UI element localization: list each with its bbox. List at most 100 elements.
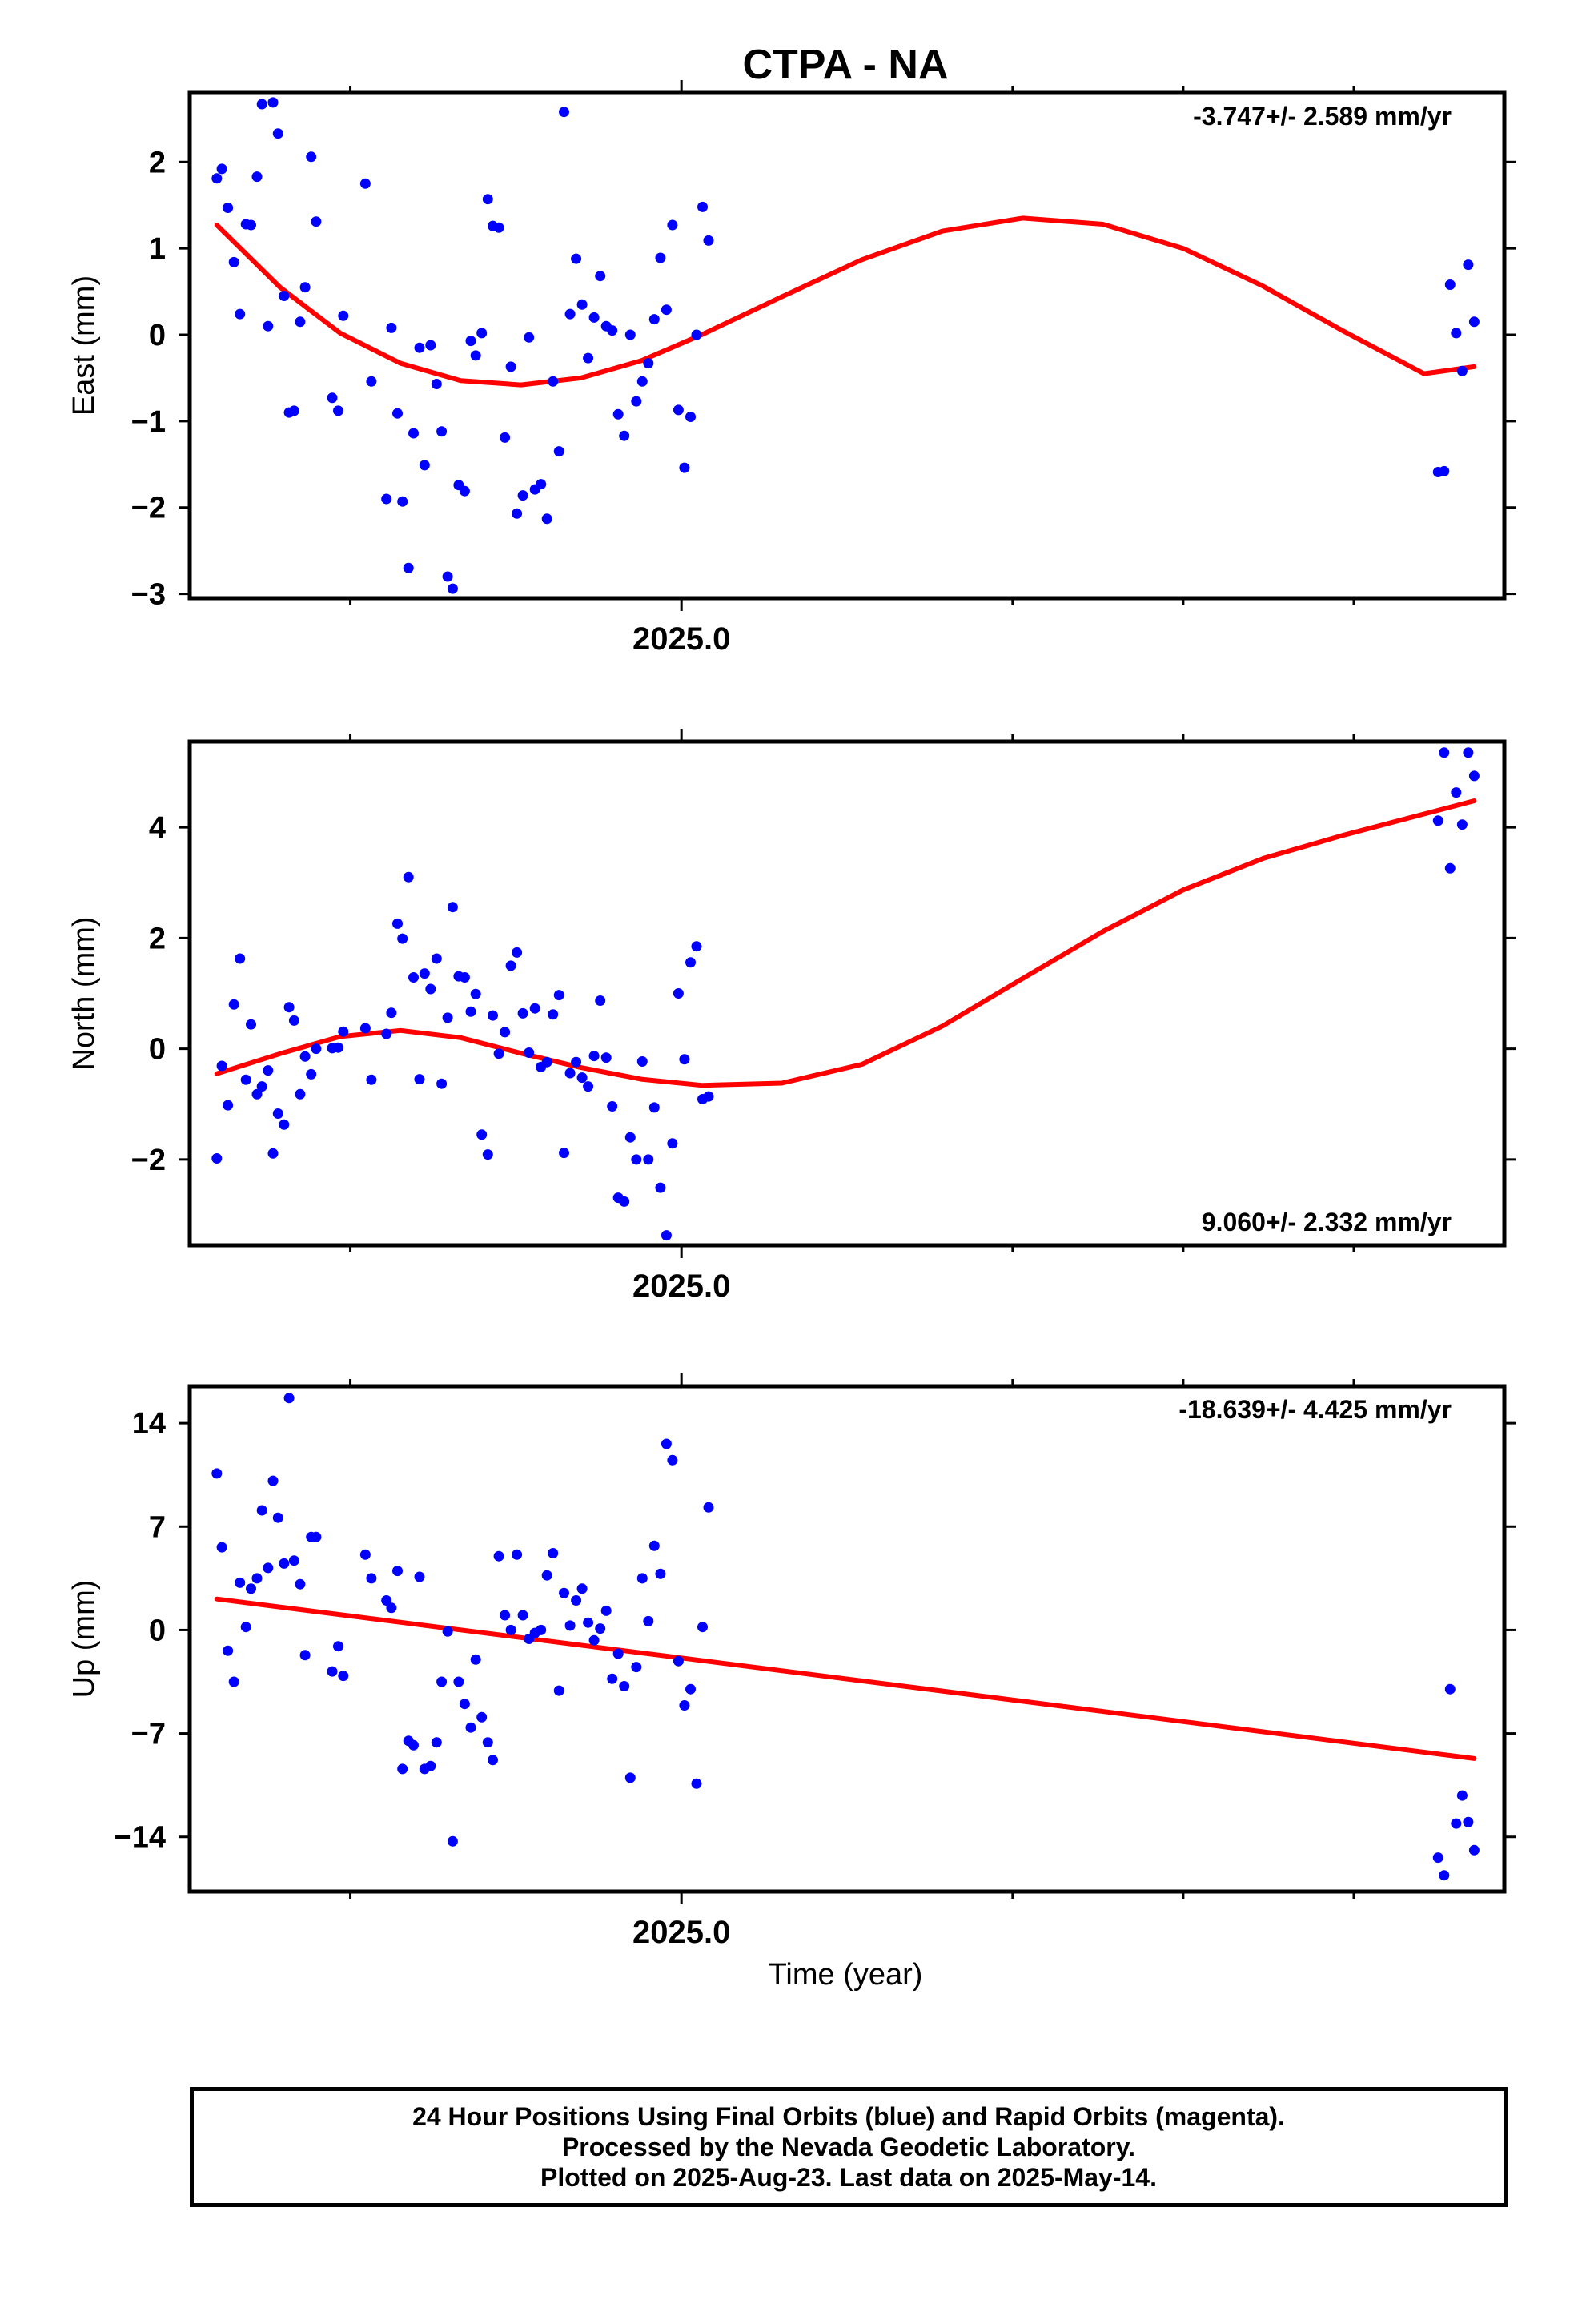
east-data-point — [571, 253, 582, 264]
east-x-tick-label: 2025.0 — [632, 621, 730, 657]
east-data-point — [624, 329, 636, 340]
north-data-point — [1468, 770, 1480, 782]
up-data-point — [240, 1622, 251, 1633]
up-data-point — [408, 1739, 419, 1751]
north-data-point — [673, 988, 684, 999]
up-data-point — [251, 1573, 263, 1584]
north-data-point — [548, 1009, 559, 1020]
up-data-point — [655, 1568, 666, 1579]
footer-caption: 24 Hour Positions Using Final Orbits (bl… — [190, 2087, 1508, 2207]
east-data-point — [272, 128, 283, 139]
east-data-point — [397, 496, 408, 507]
east-data-point — [403, 562, 414, 573]
north-data-point — [397, 933, 408, 944]
north-data-point — [235, 953, 246, 964]
up-data-point — [453, 1676, 464, 1687]
north-data-point — [216, 1060, 227, 1072]
north-data-point — [414, 1074, 425, 1085]
up-data-point — [612, 1648, 624, 1659]
north-y-tick-label: −2 — [131, 1144, 166, 1177]
east-panel: 2 1 0 −1 −2 −3 2025.0 East (mm) -3.747+/- 2.589 … — [67, 80, 1516, 657]
east-data-point — [703, 235, 714, 246]
north-data-point — [288, 1015, 299, 1026]
east-data-point — [1451, 328, 1462, 339]
north-trend-line — [214, 798, 1477, 1088]
up-data-point — [442, 1626, 453, 1637]
up-data-point — [425, 1760, 436, 1771]
east-data-point — [564, 308, 576, 320]
up-y-tick-label: −14 — [114, 1821, 166, 1855]
up-data-point — [1468, 1844, 1480, 1856]
up-data-point — [216, 1542, 227, 1553]
east-y-axis-label: East (mm) — [67, 275, 101, 416]
east-data-point — [381, 493, 392, 505]
north-data-point — [392, 918, 403, 929]
east-data-point — [685, 412, 696, 422]
north-data-point — [465, 1006, 476, 1017]
north-data-point — [311, 1043, 322, 1055]
east-y-tick-label: −1 — [131, 405, 166, 439]
north-data-point — [541, 1056, 552, 1068]
east-data-point — [263, 320, 274, 332]
north-data-point — [607, 1101, 618, 1112]
east-data-point — [359, 178, 371, 189]
east-data-point — [517, 490, 528, 501]
east-y-tick-label: 0 — [149, 319, 166, 352]
east-data-point — [559, 107, 569, 118]
up-data-point — [311, 1531, 322, 1542]
east-data-point — [576, 299, 588, 310]
up-data-point — [548, 1548, 559, 1558]
north-y-tick-label: 0 — [149, 1033, 166, 1067]
up-data-point — [505, 1624, 516, 1635]
up-data-point — [327, 1666, 338, 1677]
up-data-point — [600, 1605, 612, 1616]
east-data-point — [583, 352, 594, 364]
north-data-point — [408, 972, 419, 983]
up-data-point — [482, 1737, 493, 1748]
up-data-point — [279, 1558, 290, 1569]
up-panel: 14 7 0 −7 −14 2025.0 Up (mm) -18.639+/- 4.425 m… — [67, 1373, 1516, 1950]
north-data-point — [1444, 862, 1456, 874]
east-data-point — [251, 171, 263, 183]
up-data-point — [1444, 1683, 1456, 1695]
north-data-point — [559, 1148, 569, 1159]
north-data-point — [442, 1012, 453, 1023]
north-data-point — [529, 1003, 540, 1014]
east-data-point — [465, 336, 476, 347]
up-data-point — [679, 1700, 690, 1711]
east-data-point — [299, 282, 311, 293]
up-data-point — [272, 1512, 283, 1523]
up-data-point — [386, 1602, 397, 1614]
up-data-point — [488, 1755, 498, 1766]
east-data-point — [482, 194, 493, 205]
up-data-point — [595, 1623, 606, 1634]
north-data-point — [267, 1148, 279, 1159]
x-axis-label: Time (year) — [769, 1958, 923, 1992]
north-data-point — [564, 1068, 576, 1079]
east-data-point — [311, 216, 322, 227]
up-data-point — [359, 1549, 371, 1560]
north-panel: 4 2 0 −2 2025.0 North (mm) 9.060+/- 2.332 mm/y… — [67, 729, 1516, 1304]
chart-title: CTPA - NA — [742, 42, 948, 88]
east-data-point — [419, 460, 430, 471]
east-data-point — [392, 408, 403, 419]
north-data-point — [631, 1154, 642, 1165]
up-data-point — [228, 1676, 239, 1687]
up-data-point — [1451, 1818, 1462, 1829]
east-data-point — [447, 583, 458, 594]
north-data-point — [571, 1056, 582, 1068]
north-data-point — [246, 1019, 256, 1030]
north-data-point — [1439, 747, 1450, 758]
east-data-point — [366, 376, 377, 387]
east-data-point — [673, 404, 684, 416]
north-data-point — [553, 990, 564, 1001]
up-data-point — [299, 1650, 311, 1661]
east-data-point — [541, 513, 552, 525]
up-data-point — [624, 1772, 636, 1783]
north-data-point — [595, 995, 606, 1006]
east-data-point — [548, 376, 559, 387]
east-data-point — [697, 201, 708, 212]
up-data-point — [288, 1555, 299, 1566]
east-data-point — [235, 308, 246, 320]
north-data-point — [295, 1088, 306, 1100]
